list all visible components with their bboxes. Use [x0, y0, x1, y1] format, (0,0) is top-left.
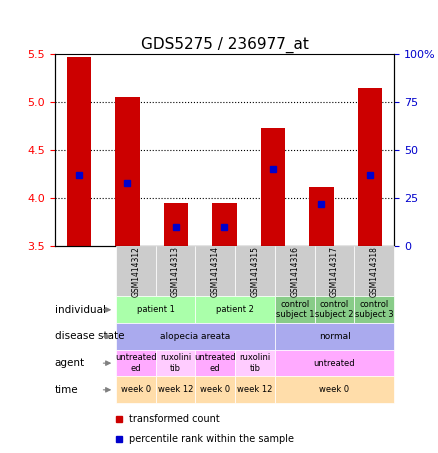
Text: untreated
ed: untreated ed	[115, 353, 156, 373]
FancyBboxPatch shape	[195, 296, 275, 323]
Text: GSM1414318: GSM1414318	[370, 246, 379, 297]
Bar	[309, 187, 334, 246]
FancyBboxPatch shape	[116, 246, 155, 296]
Bar	[115, 96, 140, 246]
Text: untreated
ed: untreated ed	[194, 353, 236, 373]
Text: week 0: week 0	[121, 386, 151, 394]
FancyBboxPatch shape	[116, 323, 275, 350]
FancyBboxPatch shape	[275, 376, 394, 403]
Text: patient 2: patient 2	[216, 305, 254, 314]
FancyBboxPatch shape	[155, 246, 195, 296]
FancyBboxPatch shape	[354, 246, 394, 296]
Text: GSM1414313: GSM1414313	[171, 246, 180, 297]
Text: week 12: week 12	[237, 386, 273, 394]
Text: control
subject 1: control subject 1	[276, 300, 314, 319]
FancyBboxPatch shape	[116, 376, 155, 403]
FancyBboxPatch shape	[195, 246, 235, 296]
FancyBboxPatch shape	[235, 350, 275, 376]
FancyBboxPatch shape	[116, 296, 195, 323]
Text: week 12: week 12	[158, 386, 193, 394]
Text: week 0: week 0	[200, 386, 230, 394]
Text: GSM1414316: GSM1414316	[290, 246, 299, 297]
Text: disease state: disease state	[55, 332, 124, 342]
Text: ruxolini
tib: ruxolini tib	[240, 353, 271, 373]
FancyBboxPatch shape	[235, 376, 275, 403]
Text: GSM1414312: GSM1414312	[131, 246, 140, 297]
Text: GSM1414314: GSM1414314	[211, 246, 220, 297]
Text: control
subject 2: control subject 2	[315, 300, 354, 319]
Text: week 0: week 0	[319, 386, 350, 394]
Bar	[67, 57, 91, 246]
FancyBboxPatch shape	[354, 296, 394, 323]
FancyBboxPatch shape	[155, 376, 195, 403]
Bar	[164, 203, 188, 246]
FancyBboxPatch shape	[275, 246, 314, 296]
Text: alopecia areata: alopecia areata	[160, 332, 230, 341]
FancyBboxPatch shape	[195, 350, 235, 376]
Text: individual: individual	[55, 305, 106, 315]
FancyBboxPatch shape	[235, 246, 275, 296]
FancyBboxPatch shape	[195, 376, 235, 403]
Text: agent: agent	[55, 358, 85, 368]
Text: patient 1: patient 1	[137, 305, 175, 314]
Text: untreated: untreated	[314, 359, 355, 368]
FancyBboxPatch shape	[275, 323, 394, 350]
FancyBboxPatch shape	[275, 350, 394, 376]
Text: transformed count: transformed count	[130, 414, 220, 424]
Text: ruxolini
tib: ruxolini tib	[160, 353, 191, 373]
Bar	[358, 88, 382, 246]
Text: GSM1414317: GSM1414317	[330, 246, 339, 297]
FancyBboxPatch shape	[275, 296, 314, 323]
FancyBboxPatch shape	[314, 296, 354, 323]
Text: GSM1414315: GSM1414315	[251, 246, 260, 297]
Text: normal: normal	[319, 332, 350, 341]
Bar	[212, 203, 237, 246]
FancyBboxPatch shape	[116, 350, 155, 376]
Text: percentile rank within the sample: percentile rank within the sample	[130, 434, 294, 444]
Text: time: time	[55, 385, 78, 395]
Bar	[261, 128, 285, 246]
Title: GDS5275 / 236977_at: GDS5275 / 236977_at	[141, 37, 308, 53]
Text: control
subject 3: control subject 3	[355, 300, 394, 319]
FancyBboxPatch shape	[155, 350, 195, 376]
FancyBboxPatch shape	[314, 246, 354, 296]
